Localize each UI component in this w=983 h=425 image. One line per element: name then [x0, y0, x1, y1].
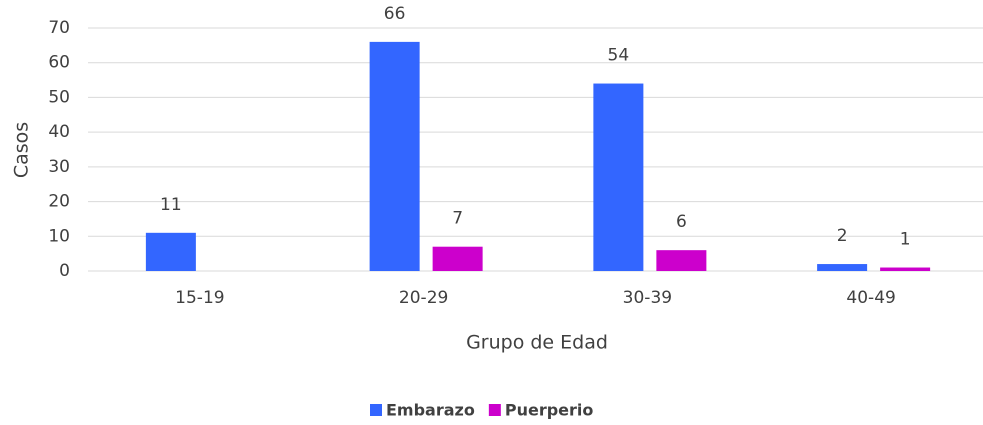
data-label: 6	[676, 212, 687, 232]
data-label: 2	[837, 226, 848, 246]
y-tick-label: 30	[48, 157, 70, 177]
x-tick-label: 40-49	[846, 288, 895, 308]
bar	[369, 41, 420, 272]
x-tick-label: 15-19	[175, 288, 224, 308]
y-tick-label: 50	[48, 87, 70, 107]
data-label: 1	[900, 230, 911, 250]
y-tick-label: 20	[48, 192, 70, 212]
y-tick-label: 70	[48, 18, 70, 38]
bar	[656, 250, 707, 271]
legend-label: Embarazo	[386, 401, 475, 420]
y-tick-label: 60	[48, 53, 70, 73]
bar	[880, 267, 931, 271]
legend-swatch	[488, 404, 501, 416]
legend-swatch	[370, 404, 382, 416]
bar	[593, 83, 644, 272]
data-label: 66	[384, 4, 406, 24]
y-tick-label: 40	[48, 122, 70, 142]
bar	[145, 232, 196, 271]
bar	[817, 264, 868, 271]
x-tick-label: 20-29	[399, 288, 448, 308]
y-axis-label: Casos	[11, 122, 33, 178]
data-label: 11	[160, 195, 182, 215]
bar	[432, 246, 483, 271]
y-tick-label: 0	[59, 261, 70, 281]
y-tick-label: 10	[48, 226, 70, 246]
x-tick-label: 30-39	[623, 288, 672, 308]
data-label: 54	[608, 46, 630, 66]
legend-label: Puerperio	[505, 401, 594, 420]
data-label: 7	[452, 209, 463, 229]
x-axis-label: Grupo de Edad	[466, 332, 608, 354]
